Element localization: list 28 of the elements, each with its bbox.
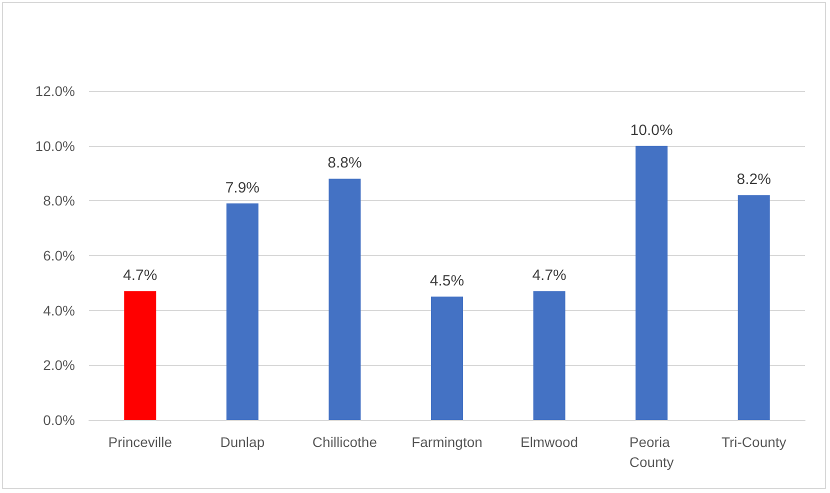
- x-tick-label: Dunlap: [220, 434, 265, 450]
- data-label: 8.2%: [736, 171, 771, 188]
- data-label: 4.7%: [532, 267, 566, 284]
- x-tick-label: Elmwood: [520, 434, 578, 450]
- y-tick-label: 10.0%: [35, 138, 75, 154]
- data-label: 7.9%: [225, 179, 260, 196]
- x-tick-label: Chillicothe: [312, 434, 378, 450]
- x-tick-label: Farmington: [412, 434, 482, 450]
- y-tick-label: 0.0%: [43, 412, 75, 428]
- y-tick-label: 8.0%: [43, 192, 75, 209]
- data-label: 8.8%: [328, 154, 362, 172]
- y-tick-label: 2.0%: [43, 357, 75, 374]
- bar: [124, 291, 156, 420]
- x-tick-label: Tri-County: [721, 434, 786, 450]
- bar: [328, 178, 361, 420]
- data-label: 10.0%: [630, 122, 673, 139]
- bar: [738, 195, 770, 420]
- y-tick-label: 6.0%: [43, 248, 75, 264]
- bar: [636, 146, 668, 420]
- bar: [226, 203, 258, 420]
- data-label: 4.7%: [123, 267, 158, 284]
- y-tick-label: 12.0%: [35, 83, 75, 99]
- bar: [533, 291, 566, 420]
- bar: [431, 296, 463, 420]
- y-tick-label: 4.0%: [43, 302, 75, 318]
- x-tick-label: Princeville: [108, 434, 172, 450]
- x-tick-label: Peoria County: [629, 434, 674, 470]
- data-label: 4.5%: [430, 272, 464, 290]
